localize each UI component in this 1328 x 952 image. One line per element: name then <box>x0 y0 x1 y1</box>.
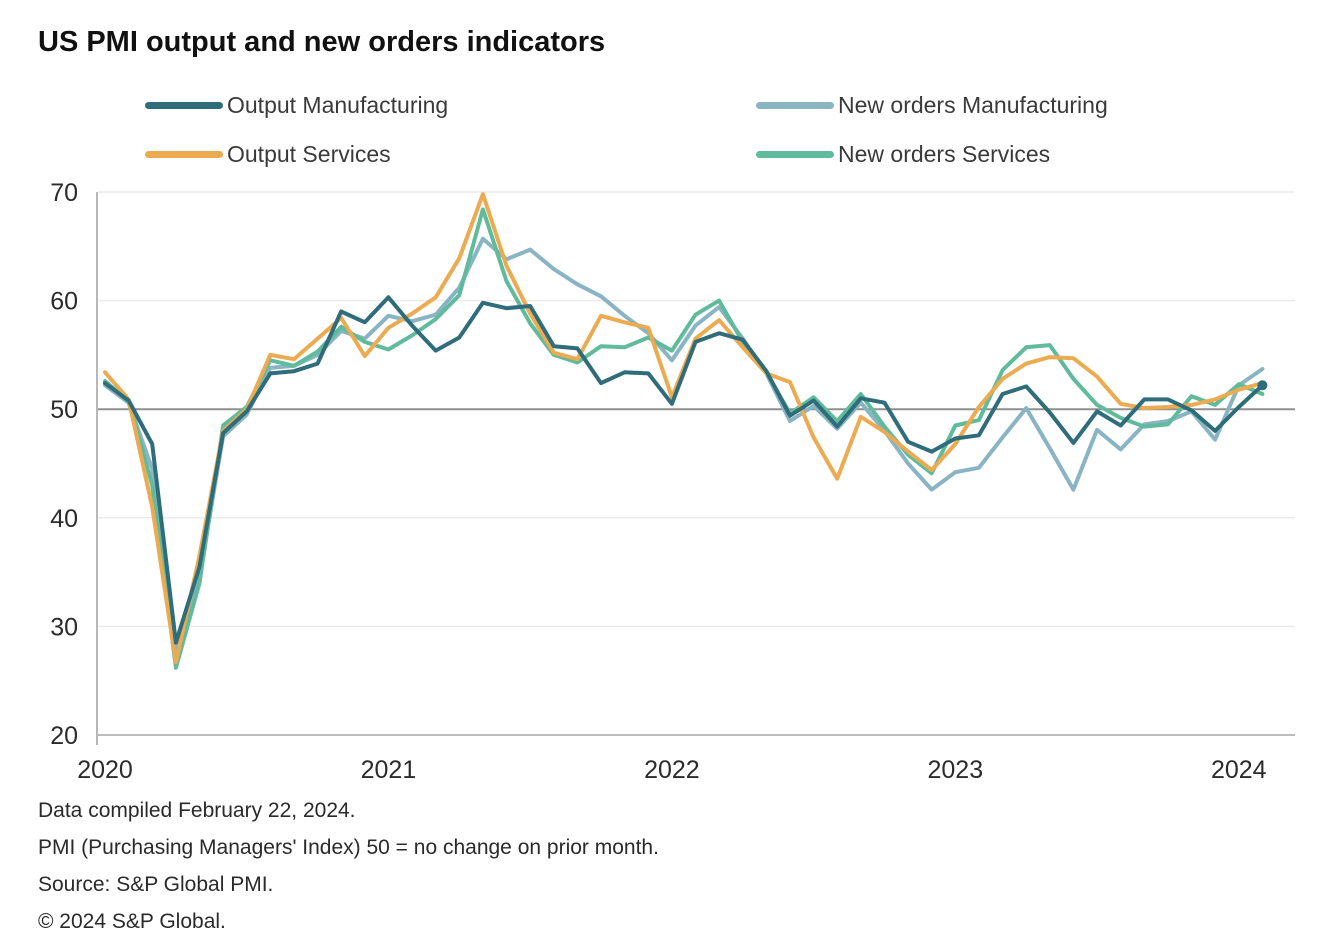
footnote-source: Source: S&P Global PMI. <box>38 873 274 896</box>
legend-label-output-services: Output Services <box>227 141 391 167</box>
legend-swatch-output-services <box>145 151 223 158</box>
legend-swatch-new-orders-services <box>756 151 834 158</box>
legend-item-output-services: Output Services <box>145 141 391 168</box>
y-tick-label-60: 60 <box>50 288 78 316</box>
legend-label-output-manufacturing: Output Manufacturing <box>227 92 449 118</box>
x-tick-label-2024: 2024 <box>1211 756 1267 784</box>
legend-item-new-orders-services: New orders Services <box>756 141 1050 168</box>
x-tick-label-2023: 2023 <box>928 756 984 784</box>
legend-swatch-output-manufacturing <box>145 102 223 109</box>
series-line-output-services <box>103 192 1265 665</box>
y-tick-label-40: 40 <box>50 505 78 533</box>
y-tick-label-70: 70 <box>50 179 78 207</box>
footnote-pmi-definition: PMI (Purchasing Managers' Index) 50 = no… <box>38 836 659 859</box>
x-tick-label-2022: 2022 <box>644 756 700 784</box>
legend-swatch-new-orders-manufacturing <box>756 102 834 109</box>
series-line-output-manufacturing <box>103 295 1265 645</box>
series-line-new-orders-services <box>103 207 1265 670</box>
footnote-compiled: Data compiled February 22, 2024. <box>38 799 356 822</box>
series-end-marker-output-manufacturing <box>1257 380 1268 391</box>
y-tick-label-20: 20 <box>50 722 78 750</box>
x-tick-label-2021: 2021 <box>361 756 417 784</box>
footnotes: Data compiled February 22, 2024. PMI (Pu… <box>38 792 659 940</box>
legend-item-new-orders-manufacturing: New orders Manufacturing <box>756 92 1108 119</box>
x-tick-label-2020: 2020 <box>77 756 133 784</box>
legend-label-new-orders-services: New orders Services <box>838 141 1051 167</box>
legend-item-output-manufacturing: Output Manufacturing <box>145 92 448 119</box>
y-tick-label-50: 50 <box>50 396 78 424</box>
legend-label-new-orders-manufacturing: New orders Manufacturing <box>838 92 1108 118</box>
footnote-copyright: © 2024 S&P Global. <box>38 910 226 933</box>
chart-title: US PMI output and new orders indicators <box>38 26 606 58</box>
y-tick-label-30: 30 <box>50 613 78 641</box>
